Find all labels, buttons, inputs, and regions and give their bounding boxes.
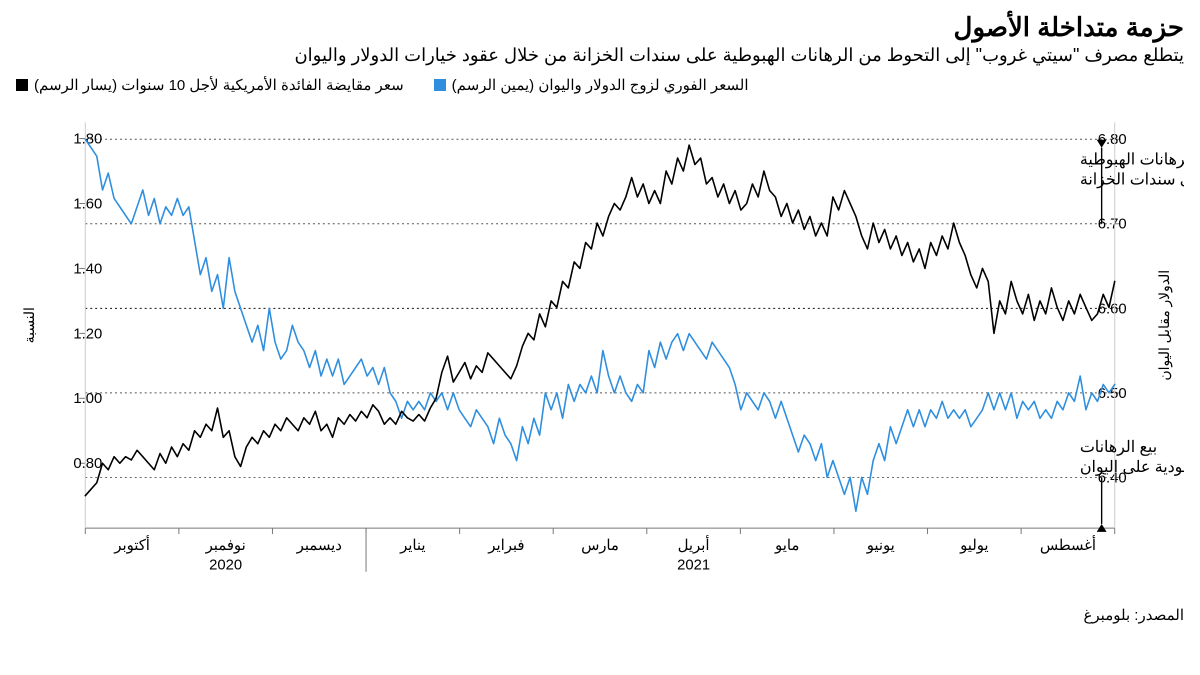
svg-text:بيع الرهانات: بيع الرهانات (1080, 439, 1157, 456)
svg-text:1.00: 1.00 (73, 391, 102, 407)
legend-label-blue: السعر الفوري لزوج الدولار واليوان (يمين … (452, 76, 749, 94)
svg-text:نوفمبر: نوفمبر (205, 538, 246, 554)
legend-item-blue: السعر الفوري لزوج الدولار واليوان (يمين … (434, 76, 749, 94)
legend-item-black: سعر مقايضة الفائدة الأمريكية لأجل 10 سنو… (16, 76, 404, 94)
legend-swatch-black (16, 79, 28, 91)
svg-text:1.60: 1.60 (73, 196, 102, 212)
svg-text:مايو: مايو (774, 538, 799, 554)
svg-text:الدولار مقابل اليوان: الدولار مقابل اليوان (1156, 270, 1173, 381)
svg-text:النسبة: النسبة (21, 307, 37, 343)
svg-text:أكتوبر: أكتوبر (113, 535, 150, 554)
svg-text:2020: 2020 (209, 558, 242, 574)
svg-text:يوليو: يوليو (959, 538, 988, 554)
svg-text:يناير: يناير (399, 538, 425, 554)
legend-label-black: سعر مقايضة الفائدة الأمريكية لأجل 10 سنو… (34, 76, 404, 94)
svg-text:شراء الرهانات الهبوطية: شراء الرهانات الهبوطية (1080, 152, 1184, 169)
svg-text:2021: 2021 (677, 558, 710, 574)
svg-text:فبراير: فبراير (487, 538, 524, 554)
svg-text:1.40: 1.40 (73, 261, 102, 277)
page-subtitle: يتطلع مصرف "سيتي غروب" إلى التحوط من الر… (16, 45, 1184, 66)
legend-swatch-blue (434, 79, 446, 91)
svg-text:1.80: 1.80 (73, 132, 102, 148)
svg-text:مارس: مارس (581, 538, 619, 554)
svg-text:أغسطس: أغسطس (1040, 535, 1096, 554)
chart-container: { "title": "حزمة متداخلة الأصول", "subti… (0, 0, 1200, 675)
svg-text:6.60: 6.60 (1098, 301, 1127, 317)
legend: سعر مقايضة الفائدة الأمريكية لأجل 10 سنو… (16, 76, 1184, 94)
svg-text:ديسمبر: ديسمبر (296, 538, 342, 554)
svg-text:يونيو: يونيو (866, 538, 895, 554)
svg-text:الصعودية على اليوان: الصعودية على اليوان (1080, 459, 1184, 476)
svg-text:أبريل: أبريل (678, 535, 710, 554)
chart-svg: 0.801.001.201.401.601.806.406.506.606.70… (16, 100, 1184, 600)
svg-text:على سندات الخزانة: على سندات الخزانة (1080, 171, 1184, 188)
svg-text:0.80: 0.80 (73, 456, 102, 472)
chart-area: 0.801.001.201.401.601.806.406.506.606.70… (16, 100, 1184, 600)
chart-source: المصدر: بلومبرغ (16, 606, 1184, 624)
svg-text:1.20: 1.20 (73, 326, 102, 342)
page-title: حزمة متداخلة الأصول (16, 12, 1184, 43)
